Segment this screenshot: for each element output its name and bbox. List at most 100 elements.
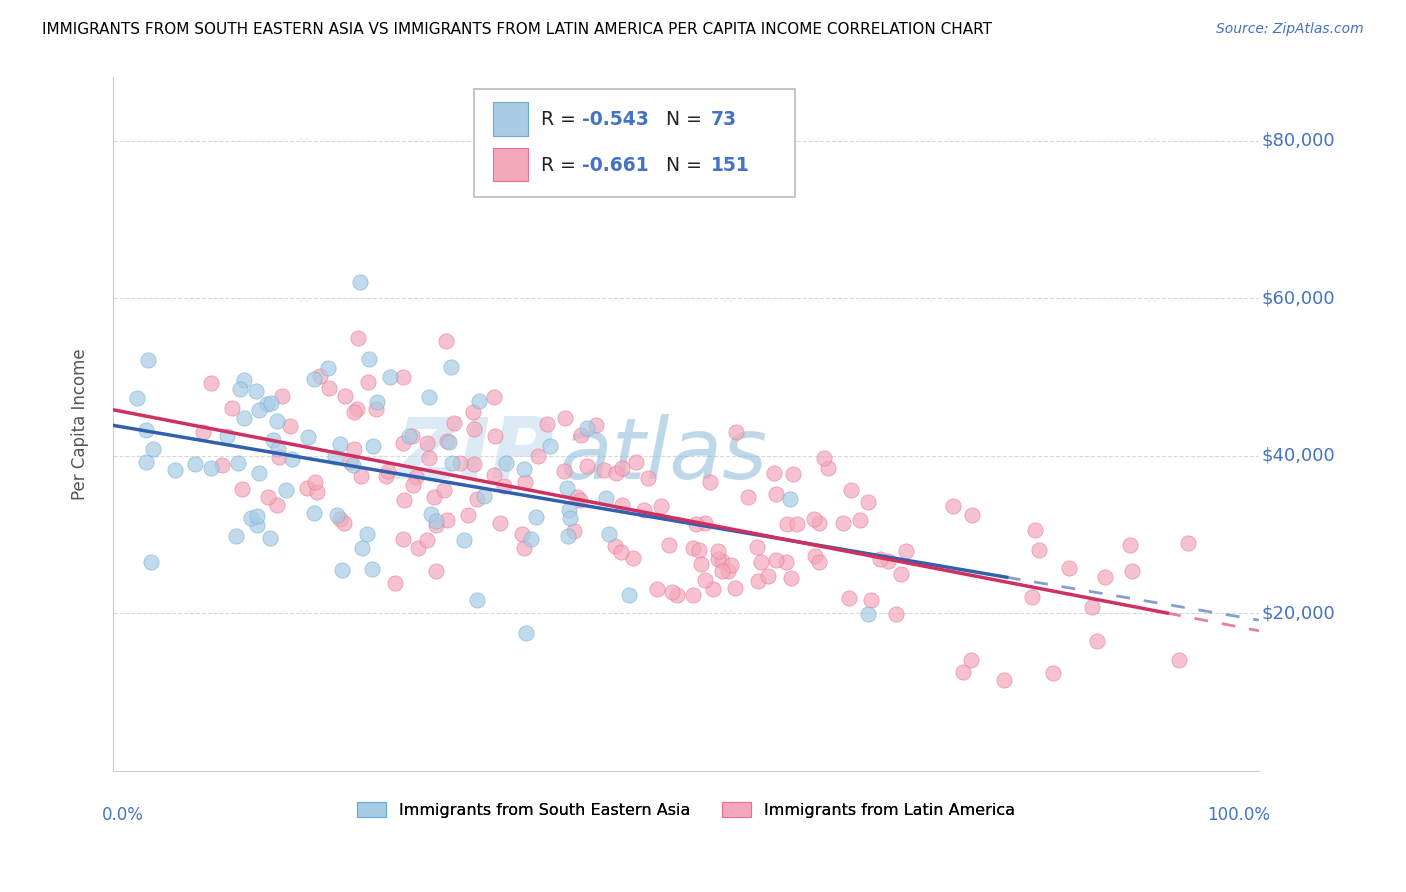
Text: 100.0%: 100.0% [1208,805,1270,824]
Point [702,582,724,597]
Point [366,395,388,409]
Point [405,469,427,483]
Point [520,532,543,546]
Point [707,544,730,558]
Text: 73: 73 [711,110,737,128]
Point [484,429,506,443]
Point [416,435,439,450]
Point [756,569,779,583]
Point [786,516,808,531]
Point [330,563,353,577]
Point [342,458,364,472]
Point [302,506,325,520]
Point [839,483,862,497]
Point [775,555,797,569]
Point [637,471,659,485]
Point [326,508,349,523]
Point [436,434,458,448]
Point [377,465,399,479]
Point [724,425,747,439]
Point [472,489,495,503]
Point [605,466,627,480]
Point [624,455,647,469]
Point [346,402,368,417]
Point [695,573,717,587]
Point [453,533,475,548]
Point [765,552,787,566]
Point [256,397,278,411]
Point [658,538,681,552]
Point [896,543,918,558]
Point [349,276,371,290]
Text: atlas: atlas [560,414,768,497]
Point [568,493,591,508]
Point [610,461,633,475]
Point [494,478,516,492]
Point [259,396,281,410]
Point [333,389,356,403]
Point [374,469,396,483]
Point [226,456,249,470]
Point [247,466,270,480]
Point [434,334,457,348]
Point [562,524,585,538]
Point [281,452,304,467]
Point [576,421,599,435]
Point [617,588,640,602]
Text: R =: R = [541,156,582,175]
Text: $40,000: $40,000 [1261,447,1334,465]
Point [765,487,787,501]
Point [482,390,505,404]
Point [695,516,717,530]
Point [621,550,644,565]
Point [378,370,401,384]
Point [1042,666,1064,681]
Point [266,442,288,457]
Point [295,481,318,495]
Point [423,490,446,504]
Point [256,490,278,504]
Point [138,353,160,368]
Point [682,541,704,556]
Point [749,554,772,568]
Point [775,516,797,531]
Point [418,450,440,465]
Text: R =: R = [541,110,582,128]
Point [350,541,373,556]
Point [1057,561,1080,575]
Point [747,574,769,588]
Point [952,665,974,680]
Point [877,554,900,568]
Point [425,517,447,532]
Point [513,541,536,555]
Point [598,527,620,541]
Point [449,456,471,470]
Point [457,508,479,522]
Point [211,458,233,473]
Point [536,417,558,432]
Point [859,593,882,607]
Text: -0.543: -0.543 [582,110,648,128]
Point [1119,538,1142,552]
Point [246,517,269,532]
Point [184,457,207,471]
Point [782,467,804,481]
Point [1085,633,1108,648]
Point [495,457,517,471]
Point [142,442,165,457]
Point [960,653,983,667]
Point [554,410,576,425]
Point [229,382,252,396]
Point [309,369,332,384]
Text: IMMIGRANTS FROM SOUTH EASTERN ASIA VS IMMIGRANTS FROM LATIN AMERICA PER CAPITA I: IMMIGRANTS FROM SOUTH EASTERN ASIA VS IM… [42,22,993,37]
Point [803,549,825,564]
Point [807,516,830,530]
Point [357,376,380,390]
Point [1121,564,1143,578]
Point [482,467,505,482]
Point [394,492,416,507]
Point [831,516,853,530]
Point [745,540,768,554]
Text: N =: N = [654,156,707,175]
Point [553,464,575,478]
